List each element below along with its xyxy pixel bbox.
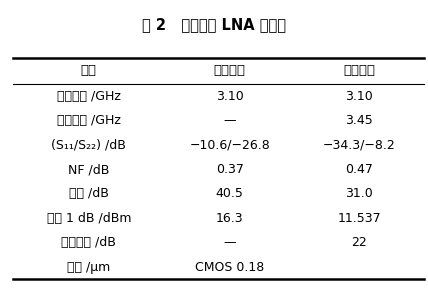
Text: 22: 22 [351,236,367,249]
Text: 3.10: 3.10 [216,90,244,103]
Text: 31.0: 31.0 [345,187,373,200]
Text: 表 2   镜像抑制 LNA 的性能: 表 2 镜像抑制 LNA 的性能 [142,17,286,32]
Text: (S₁₁/S₂₂) /dB: (S₁₁/S₂₂) /dB [51,139,126,152]
Text: 0.37: 0.37 [216,163,244,176]
Text: 40.5: 40.5 [216,187,244,200]
Text: 11.537: 11.537 [337,212,381,225]
Text: 3.45: 3.45 [345,114,373,127]
Text: —: — [223,236,236,249]
Text: 镜像抑制 /dB: 镜像抑制 /dB [61,236,116,249]
Text: 参数: 参数 [81,65,97,77]
Text: 镜像频点 /GHz: 镜像频点 /GHz [57,114,121,127]
Text: CMOS 0.18: CMOS 0.18 [195,261,264,274]
Text: −34.3/−8.2: −34.3/−8.2 [323,139,395,152]
Text: 3.10: 3.10 [345,90,373,103]
Text: −10.6/−26.8: −10.6/−26.8 [189,139,270,152]
Text: 工艺 /μm: 工艺 /μm [67,261,110,274]
Text: —: — [223,114,236,127]
Text: 增益 /dB: 增益 /dB [69,187,109,200]
Text: 16.3: 16.3 [216,212,244,225]
Text: 无滤波器: 无滤波器 [214,65,246,77]
Text: 有滤波器: 有滤波器 [343,65,375,77]
Text: 0.47: 0.47 [345,163,373,176]
Text: 工作频点 /GHz: 工作频点 /GHz [57,90,121,103]
Text: 输出 1 dB /dBm: 输出 1 dB /dBm [47,212,131,225]
Text: NF /dB: NF /dB [68,163,110,176]
